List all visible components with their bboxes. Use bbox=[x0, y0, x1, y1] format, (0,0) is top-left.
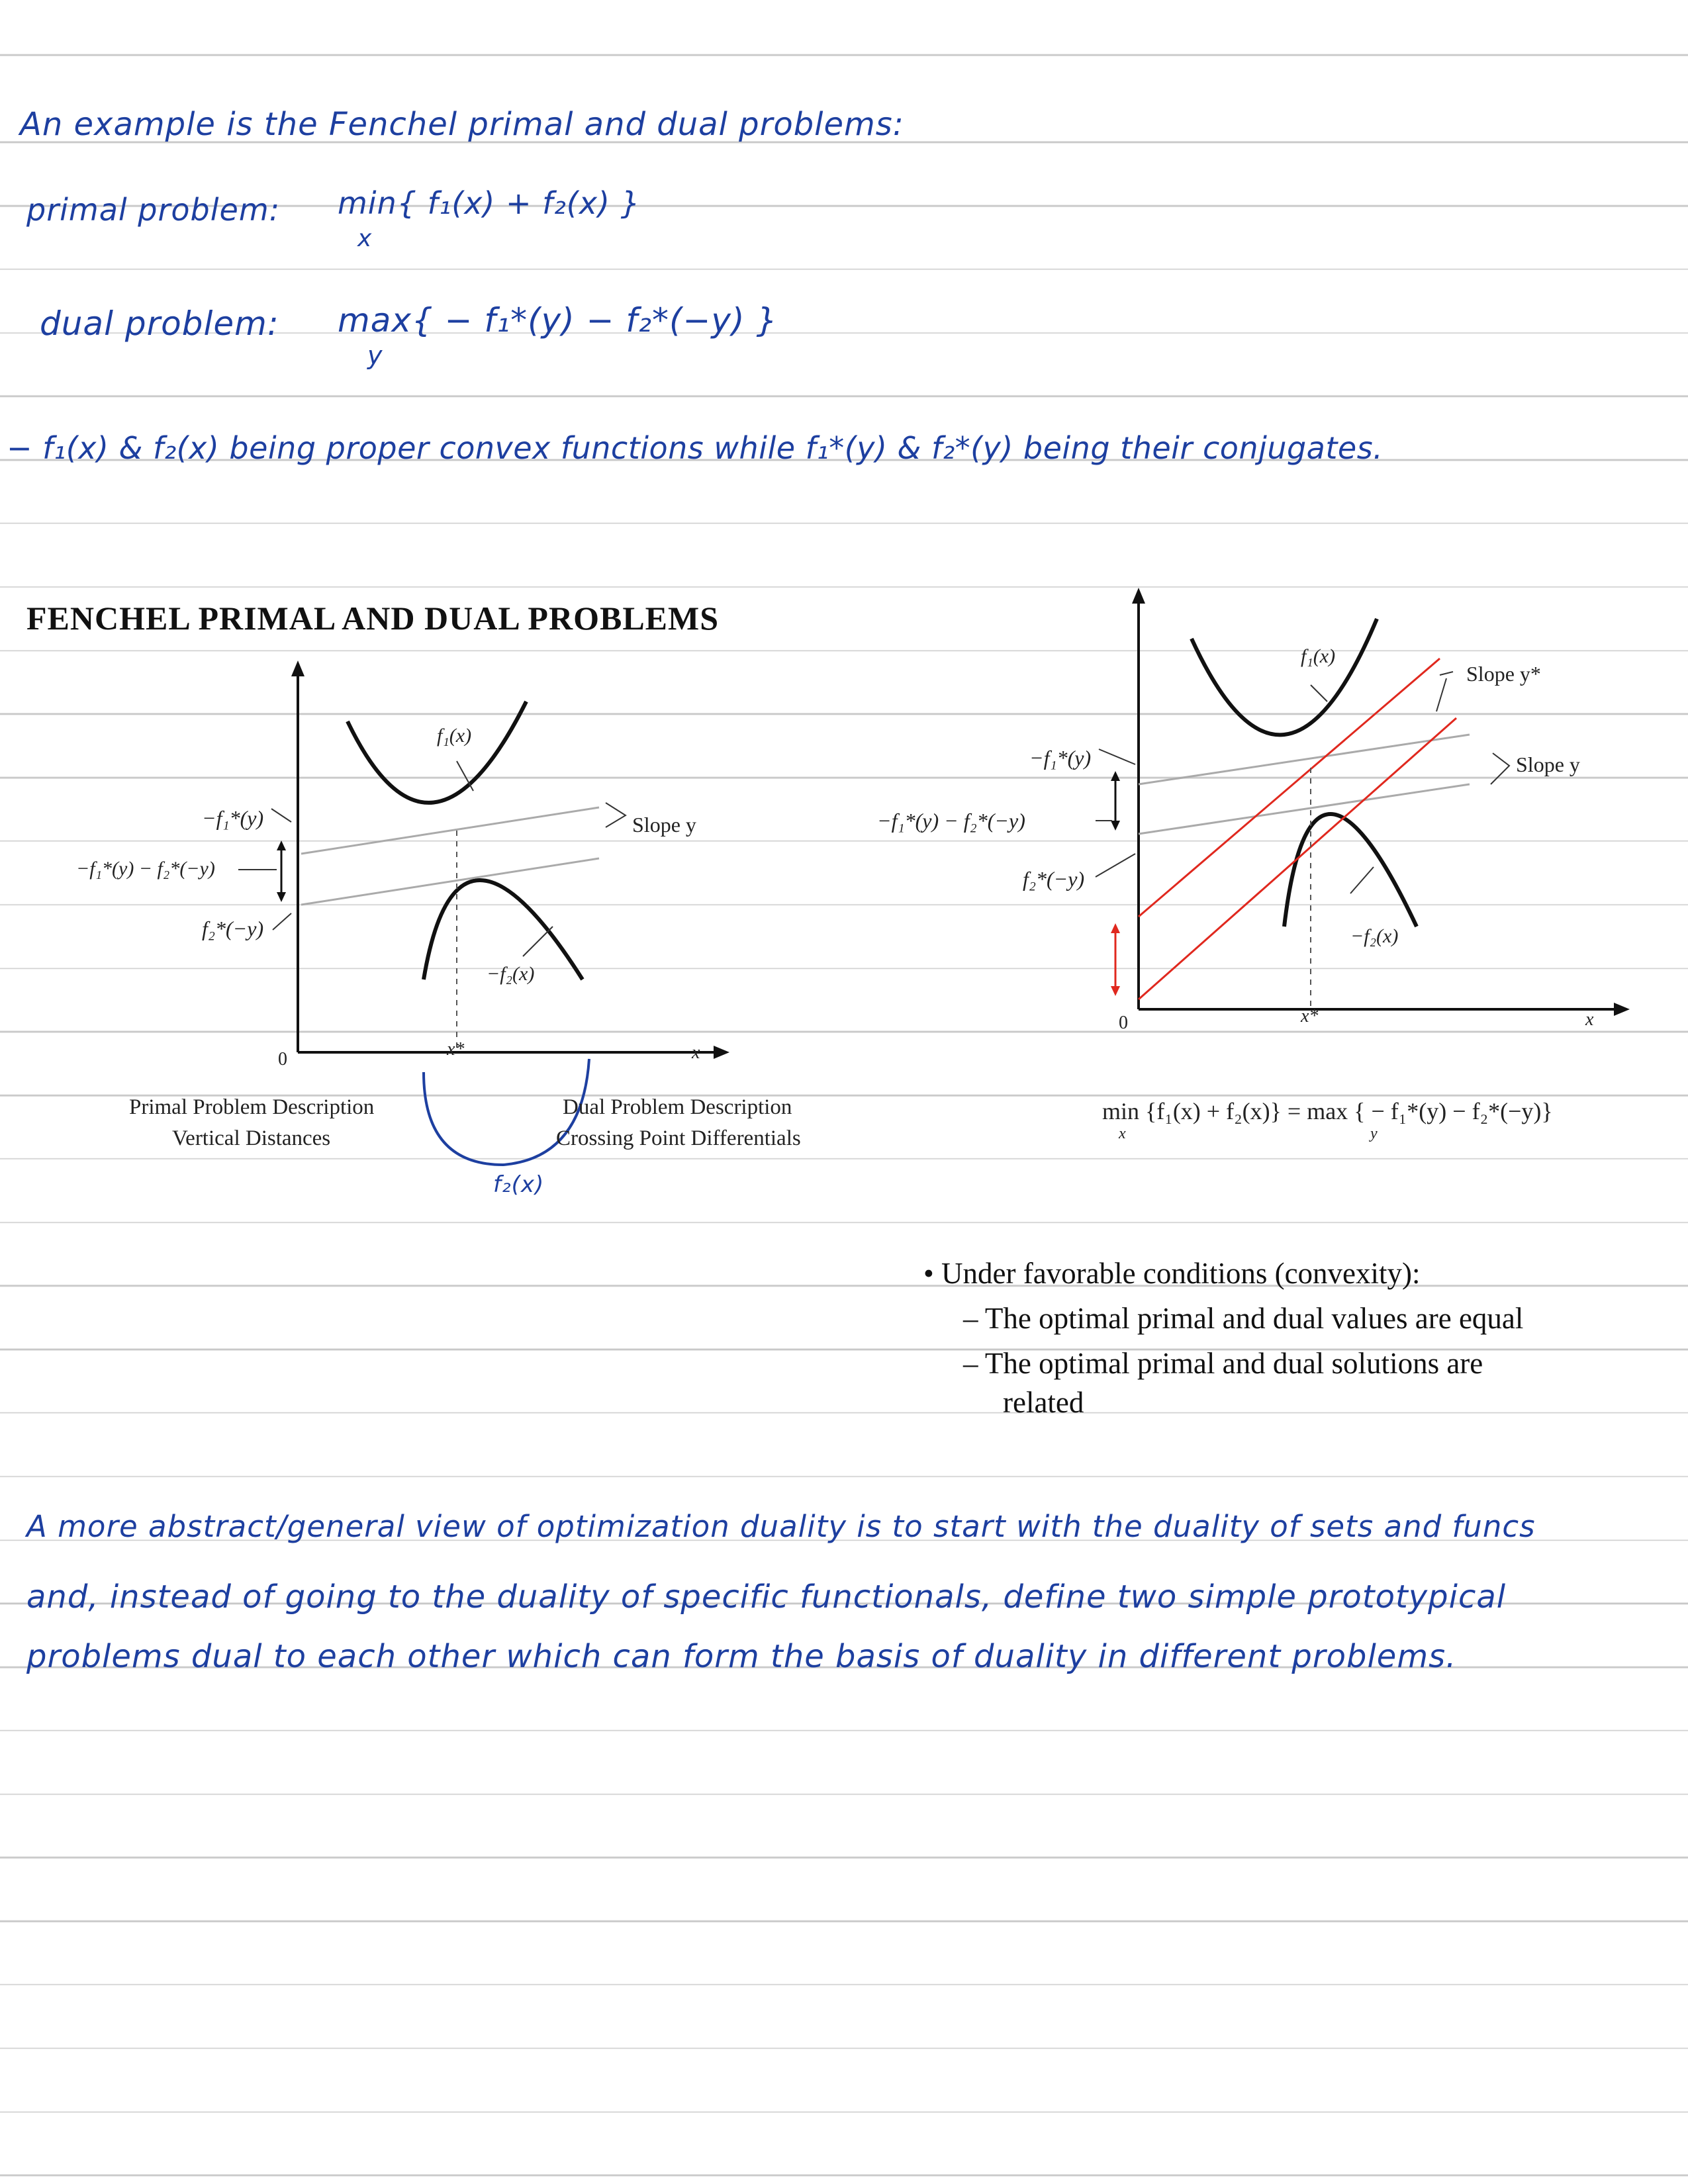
note-primal-subscript: x bbox=[357, 225, 373, 252]
dual-description-subtitle: Crossing Point Differentials bbox=[556, 1126, 801, 1150]
note-paragraph-line-2: and, instead of going to the duality of … bbox=[26, 1578, 1507, 1615]
right-red-upper-line bbox=[1138, 657, 1440, 918]
left-f1-curve bbox=[346, 700, 528, 805]
note-dual-label: dual problem: bbox=[40, 304, 279, 343]
right-upper-slope-line bbox=[1138, 733, 1470, 786]
primal-description-title: Primal Problem Description bbox=[129, 1095, 375, 1119]
right-slope-y-label: Slope y bbox=[1516, 752, 1580, 776]
note-paragraph-line-3: problems dual to each other which can fo… bbox=[26, 1638, 1457, 1675]
bullet-1: • Under favorable conditions (convexity)… bbox=[923, 1257, 1421, 1290]
note-dual-subscript: y bbox=[367, 341, 383, 370]
left-x-label: x bbox=[692, 1042, 700, 1063]
right-xstar-label: x* bbox=[1301, 1006, 1319, 1026]
left-f1-label: f₁(x) bbox=[437, 725, 472, 747]
left-neg-f2-label: −f₂(x) bbox=[487, 963, 535, 985]
f2-hand-annotation: f₂(x) bbox=[493, 1171, 545, 1198]
right-f1-label: f₁(x) bbox=[1301, 645, 1336, 667]
right-f1-curve bbox=[1190, 617, 1379, 737]
right-f2star-label: f₂*(−y) bbox=[1023, 867, 1085, 891]
note-primal-label: primal problem: bbox=[26, 192, 281, 228]
note-primal-expression: min{ f₁(x) + f₂(x) } bbox=[338, 185, 641, 221]
slide-bullets: • Under favorable conditions (convexity)… bbox=[923, 1251, 1523, 1419]
bullet-1-sub-1: – The optimal primal and dual values are… bbox=[963, 1302, 1524, 1335]
note-paragraph-line-1: A more abstract/general view of optimiza… bbox=[26, 1509, 1536, 1544]
note-line-4: − f₁(x) & f₂(x) being proper convex func… bbox=[7, 430, 1383, 466]
left-diagram bbox=[238, 660, 729, 1167]
left-f2-hand-curve bbox=[422, 1058, 590, 1167]
note-line-1: An example is the Fenchel primal and dua… bbox=[20, 106, 904, 143]
slide-title: FENCHEL PRIMAL AND DUAL PROBLEMS bbox=[26, 600, 720, 637]
left-f2star-label: f₂*(−y) bbox=[202, 917, 264, 940]
right-slope-ystar-label: Slope y* bbox=[1466, 662, 1541, 686]
right-neg-f1star-label: −f₁*(y) bbox=[1029, 746, 1092, 770]
right-red-lower-line bbox=[1138, 717, 1457, 1001]
duality-equation: min {f₁(x) + f₂(x)} = max { − f₁*(y) − f… bbox=[1102, 1098, 1553, 1124]
right-neg-f2-label: −f₂(x) bbox=[1350, 925, 1399, 947]
left-neg-f2-curve bbox=[422, 878, 585, 981]
left-x-axis-arrow bbox=[714, 1046, 729, 1059]
equation-sub-x: x bbox=[1119, 1125, 1126, 1142]
equation-sub-y: y bbox=[1370, 1125, 1378, 1142]
left-upper-slope-line bbox=[301, 806, 600, 855]
left-lower-slope-line bbox=[301, 857, 600, 906]
bullet-1-sub-2-cont: related bbox=[1003, 1386, 1084, 1419]
left-gap-label: −f₁*(y) − f₂*(−y) bbox=[76, 858, 215, 880]
bullet-1-sub-2: – The optimal primal and dual solutions … bbox=[963, 1347, 1483, 1380]
left-xstar-label: x* bbox=[447, 1039, 465, 1060]
left-origin-label: 0 bbox=[278, 1049, 287, 1069]
right-origin-label: 0 bbox=[1119, 1013, 1128, 1033]
dual-description-title: Dual Problem Description bbox=[563, 1095, 792, 1119]
note-dual-expression: max{ − f₁*(y) − f₂*(−y) } bbox=[338, 301, 778, 340]
left-y-axis-arrow bbox=[291, 660, 305, 676]
left-slope-label: Slope y bbox=[632, 813, 696, 837]
primal-description-subtitle: Vertical Distances bbox=[172, 1126, 331, 1150]
left-neg-f1star-label: −f₁*(y) bbox=[202, 806, 264, 830]
right-lower-slope-line bbox=[1138, 783, 1470, 835]
right-diagram bbox=[1095, 588, 1630, 1016]
right-gap-label: −f₁*(y) − f₂*(−y) bbox=[877, 809, 1025, 833]
right-x-label: x bbox=[1585, 1009, 1594, 1030]
right-neg-f2-curve bbox=[1282, 812, 1419, 928]
